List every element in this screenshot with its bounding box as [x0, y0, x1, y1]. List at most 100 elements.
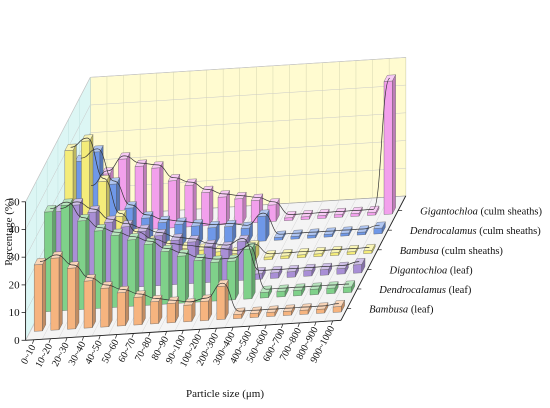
- x-tick: [247, 325, 251, 331]
- bar: [363, 243, 376, 254]
- chart-bars: [33, 74, 396, 332]
- series-label-part: Dendrocalamus: [378, 285, 446, 296]
- y-axis-title: Percentage (%): [3, 198, 15, 266]
- gridline-floor: [274, 199, 340, 325]
- series-line: [70, 137, 370, 255]
- bar: [263, 250, 276, 261]
- bar-side: [58, 251, 63, 330]
- x-tick-label: 20~30: [50, 341, 72, 369]
- x-tick: [32, 339, 35, 344]
- y-tick-label: 10: [9, 307, 21, 319]
- bar-front: [224, 226, 233, 244]
- series-label: Digantochloa (leaf): [389, 265, 474, 276]
- bar-side: [92, 274, 96, 328]
- series-label: Bambusa (culm sheaths): [400, 246, 504, 257]
- bar-front: [383, 80, 393, 215]
- bar: [201, 185, 214, 227]
- x-tick: [164, 331, 168, 336]
- bar-front: [177, 255, 186, 304]
- series-label: Bambusa (leaf): [369, 305, 434, 316]
- x-tick: [198, 329, 201, 334]
- series-label-part: Gigantochloa: [420, 207, 478, 218]
- chart-axes: [21, 195, 407, 344]
- bar: [116, 285, 130, 327]
- x-tick: [148, 332, 151, 337]
- x-tick: [281, 323, 284, 329]
- bar: [133, 290, 146, 326]
- bar-front: [200, 300, 209, 322]
- bar-front: [270, 272, 279, 279]
- series-label-part: (culm sheaths): [477, 226, 542, 237]
- bar: [167, 174, 181, 229]
- bar: [373, 221, 386, 235]
- bar: [50, 251, 63, 331]
- bar: [217, 190, 230, 226]
- gridline-floor: [290, 198, 357, 324]
- x-tick: [330, 320, 334, 325]
- series-label-part: (culm sheaths): [478, 207, 543, 218]
- bar-front: [117, 292, 126, 327]
- chart-series-lines: [39, 77, 391, 312]
- bar-front: [243, 248, 253, 300]
- bar: [226, 254, 239, 301]
- bar-front: [266, 311, 276, 317]
- series-label-part: (culm sheaths): [439, 246, 504, 257]
- bar: [293, 283, 306, 297]
- bar: [100, 281, 113, 328]
- chart-labels: 010203040500~1010~2020~3030~4040~5050~60…: [3, 196, 543, 400]
- bar: [270, 266, 283, 279]
- bar-front: [283, 310, 292, 316]
- series-label-part: Bambusa: [369, 305, 408, 316]
- bar-side: [185, 249, 189, 303]
- bar-front: [233, 313, 242, 319]
- bar-front: [293, 289, 302, 297]
- series-label: Gigantochloa (culm sheaths): [420, 207, 542, 218]
- bar-front: [343, 286, 352, 294]
- bar-front: [332, 306, 342, 313]
- bar-front: [166, 302, 176, 324]
- series-line: [80, 148, 380, 235]
- bar-front: [276, 290, 286, 298]
- series-line: [60, 201, 360, 272]
- bar-front: [249, 312, 259, 318]
- bar: [143, 237, 156, 306]
- x-tick: [48, 338, 51, 343]
- bar-front: [34, 264, 43, 332]
- series-line: [50, 201, 350, 290]
- bar: [234, 192, 247, 225]
- bar-front: [216, 285, 226, 320]
- gridline-floor: [307, 197, 373, 323]
- bar-front: [183, 304, 193, 323]
- bar-front: [303, 270, 313, 277]
- bar-side: [168, 244, 173, 304]
- bar-front: [309, 288, 319, 296]
- series-line: [90, 77, 391, 215]
- series-label-part: Bambusa: [400, 246, 439, 257]
- bar-side: [192, 178, 197, 227]
- series-label: Dendrocalamus (leaf): [378, 285, 472, 296]
- bar: [83, 274, 96, 329]
- bar-side: [75, 261, 80, 329]
- bar-front: [100, 287, 110, 328]
- x-tick: [65, 337, 68, 342]
- bar-side: [209, 185, 214, 226]
- x-tick: [81, 336, 85, 341]
- bar: [67, 261, 80, 330]
- bar-side: [125, 286, 129, 326]
- series-label-part: (leaf): [447, 265, 473, 276]
- y-tick-label: 40: [9, 224, 21, 236]
- bar-front: [260, 291, 269, 299]
- x-tick: [264, 324, 267, 330]
- bar-front: [286, 271, 296, 278]
- bar: [296, 248, 310, 259]
- depth-axis: [340, 195, 407, 321]
- bar: [257, 209, 270, 242]
- bar-side: [152, 237, 156, 306]
- bar-side: [108, 281, 113, 327]
- bar-front: [326, 287, 336, 295]
- bar-side: [42, 258, 46, 331]
- x-tick: [98, 335, 101, 340]
- x-tick: [115, 334, 118, 339]
- x-tick: [181, 330, 184, 335]
